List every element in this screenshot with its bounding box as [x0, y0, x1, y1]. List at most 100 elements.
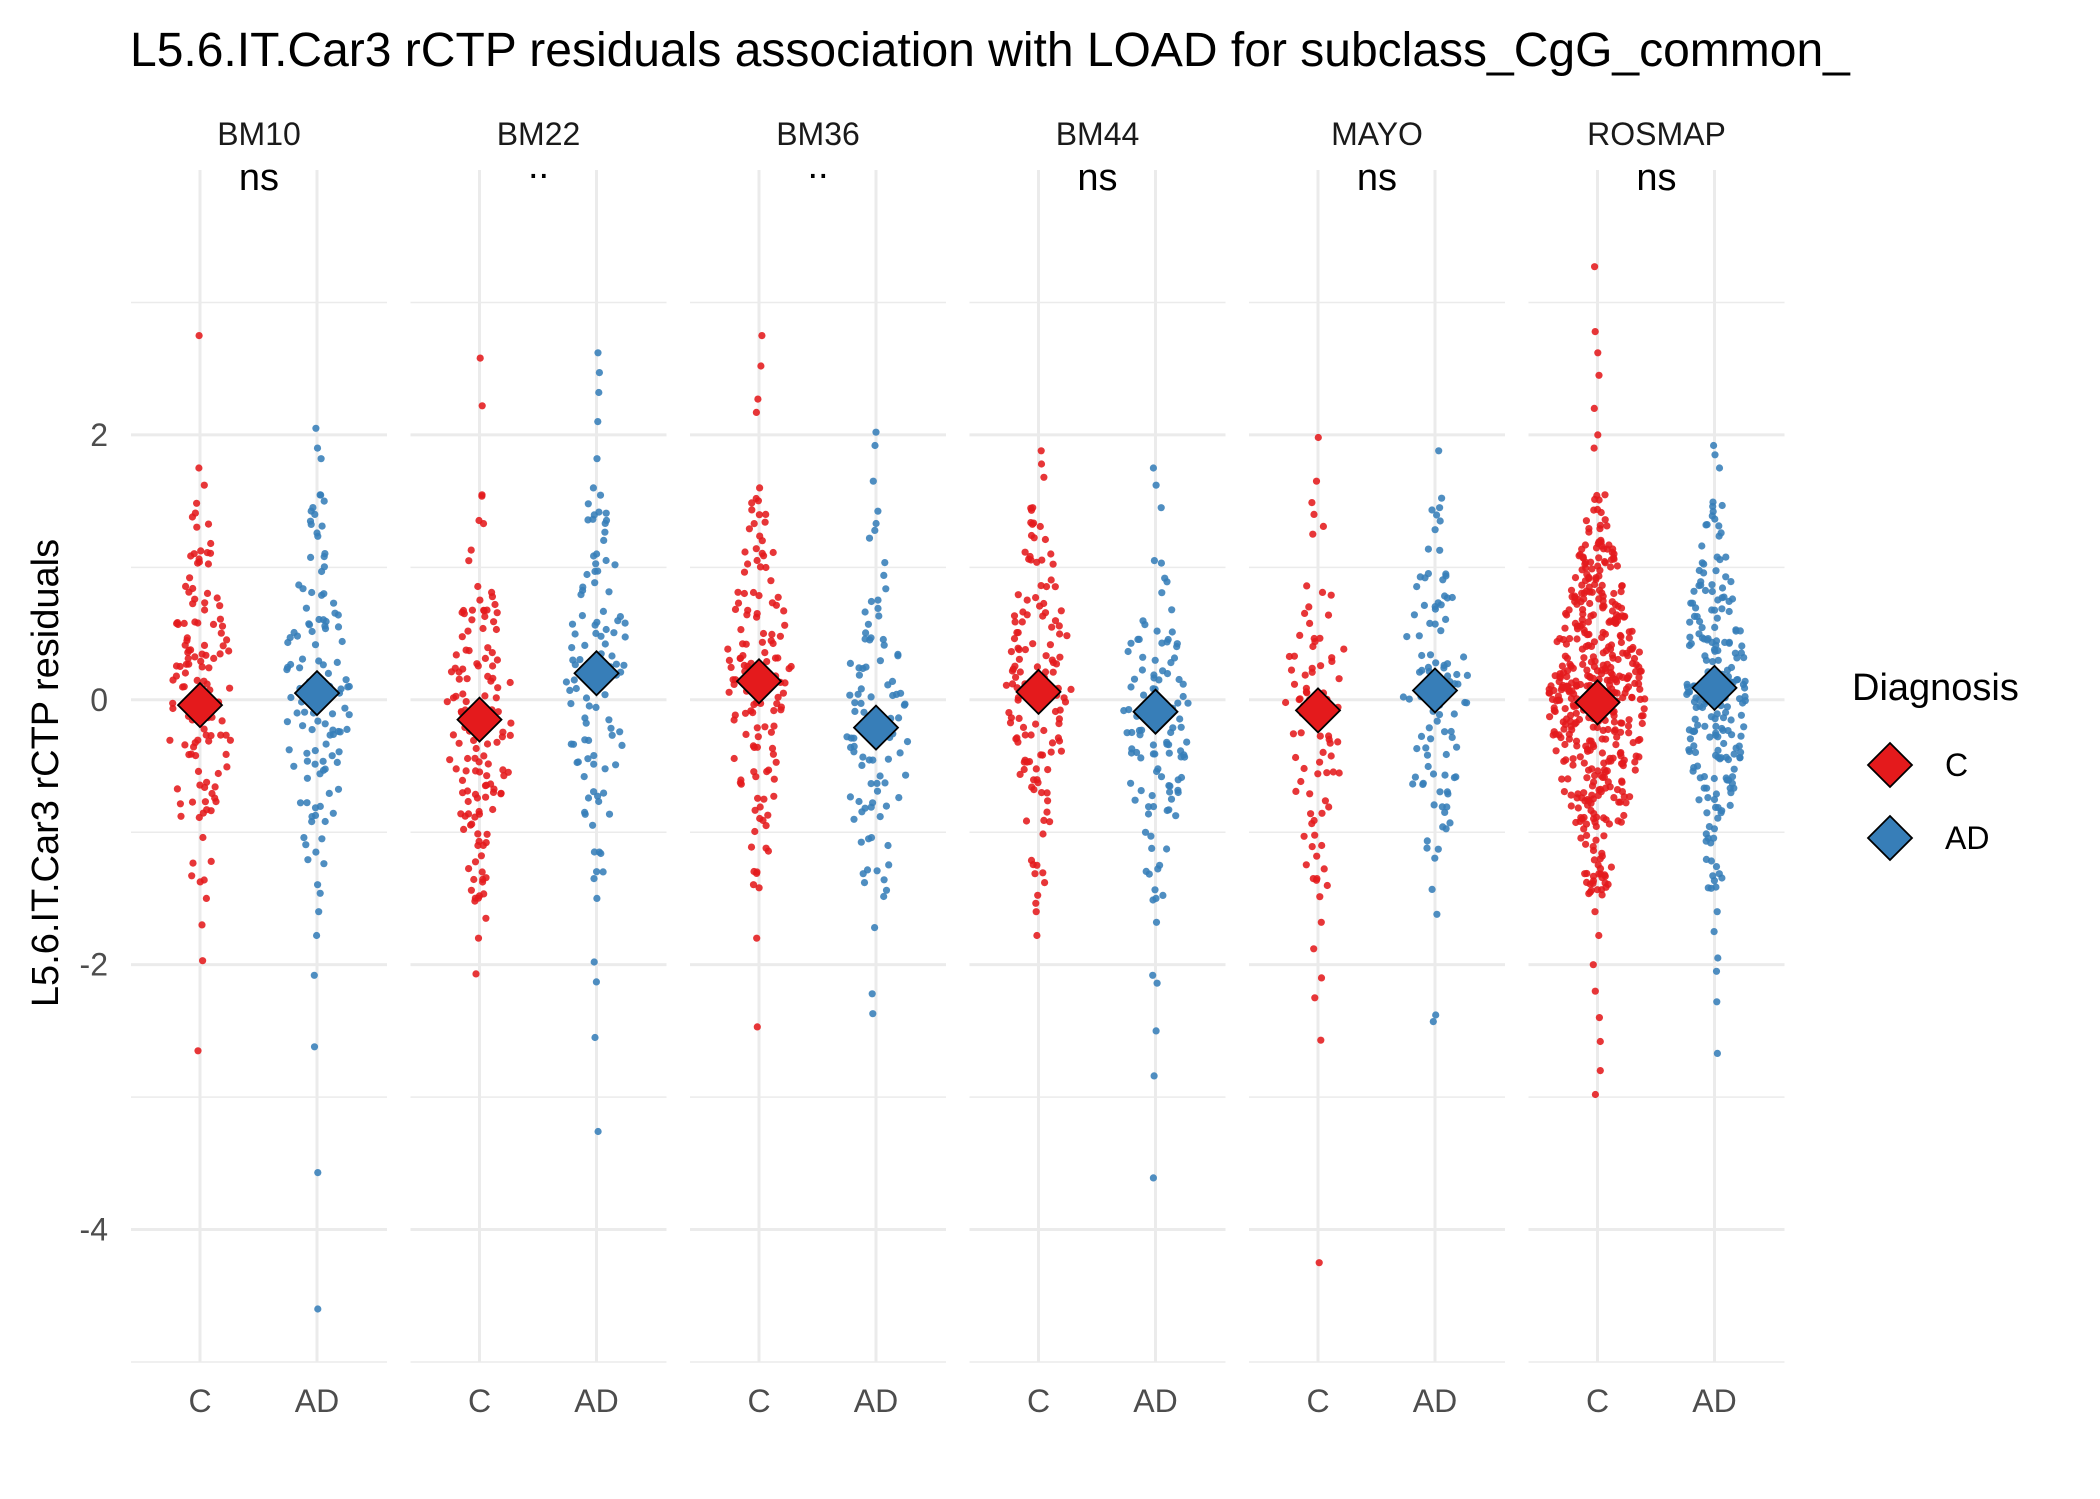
- data-point: [858, 808, 866, 816]
- data-point: [1620, 811, 1628, 820]
- data-point: [1056, 706, 1064, 714]
- data-point: [874, 604, 882, 613]
- mean-marker: [1411, 667, 1459, 714]
- data-point: [744, 560, 752, 568]
- data-point: [468, 616, 476, 624]
- data-point: [481, 612, 489, 621]
- data-point: [873, 867, 881, 875]
- data-point: [1725, 638, 1733, 646]
- data-point: [303, 774, 311, 782]
- data-point: [499, 766, 507, 774]
- data-point: [753, 556, 761, 565]
- data-point: [1724, 756, 1732, 764]
- data-point: [169, 699, 177, 707]
- data-point: [739, 640, 747, 648]
- data-point: [1177, 723, 1185, 731]
- data-point: [492, 625, 500, 634]
- legend-title: Diagnosis: [1852, 667, 2019, 709]
- data-point: [1698, 542, 1706, 550]
- data-point: [1149, 971, 1157, 979]
- data-point: [1034, 891, 1042, 899]
- data-point: [1604, 725, 1612, 734]
- data-point: [1598, 874, 1606, 882]
- data-point: [1303, 689, 1311, 697]
- data-point: [1300, 832, 1308, 840]
- data-point: [1151, 886, 1159, 894]
- data-point: [1141, 828, 1150, 836]
- data-point: [1019, 723, 1028, 732]
- data-point: [867, 780, 875, 788]
- data-point: [1717, 529, 1725, 537]
- data-point: [1579, 610, 1587, 618]
- data-point: [1691, 715, 1699, 723]
- data-point: [768, 744, 777, 753]
- data-point: [896, 749, 904, 757]
- data-point: [1046, 818, 1054, 826]
- data-point: [1144, 810, 1153, 818]
- data-point: [315, 908, 323, 916]
- data-point: [894, 652, 902, 660]
- data-point: [881, 559, 889, 567]
- data-point: [1149, 741, 1157, 749]
- data-point: [597, 632, 605, 640]
- data-point: [1590, 404, 1598, 412]
- data-point: [1586, 673, 1594, 682]
- data-point: [321, 817, 329, 826]
- data-point: [850, 748, 858, 756]
- data-point: [596, 491, 605, 499]
- data-point: [476, 596, 484, 604]
- data-point: [876, 813, 884, 821]
- data-point: [859, 664, 867, 673]
- mean-marker: [176, 681, 224, 729]
- data-point: [191, 653, 199, 661]
- data-point: [574, 758, 582, 766]
- data-point: [488, 649, 496, 657]
- data-point: [874, 596, 882, 604]
- data-point: [471, 897, 479, 905]
- data-point: [1730, 750, 1738, 758]
- data-point: [1708, 606, 1716, 614]
- data-point: [1028, 783, 1036, 791]
- data-point: [1152, 481, 1160, 489]
- data-point: [566, 686, 574, 695]
- data-point: [1314, 770, 1322, 778]
- data-point: [1174, 788, 1182, 797]
- data-point: [1582, 517, 1590, 525]
- data-point: [507, 719, 515, 727]
- data-point: [1148, 844, 1156, 853]
- data-point: [1722, 573, 1730, 581]
- data-point: [1710, 774, 1718, 783]
- data-point: [193, 499, 201, 507]
- data-point: [1603, 522, 1611, 530]
- data-point: [197, 657, 205, 665]
- data-point: [1695, 566, 1703, 575]
- data-point: [612, 761, 620, 769]
- data-point: [1560, 788, 1568, 796]
- data-point: [504, 768, 512, 776]
- data-point: [734, 599, 743, 607]
- mean-marker: [735, 657, 783, 705]
- data-point: [618, 741, 626, 750]
- data-point: [1413, 745, 1421, 753]
- data-point: [1583, 878, 1591, 887]
- data-point: [1431, 620, 1439, 628]
- data-point: [590, 752, 598, 760]
- data-point: [862, 629, 870, 637]
- data-point: [1713, 998, 1721, 1006]
- significance-label: ..: [528, 145, 549, 187]
- data-point: [858, 761, 866, 770]
- data-point: [1442, 825, 1450, 833]
- data-point: [311, 510, 319, 518]
- data-point: [591, 1033, 599, 1042]
- data-point: [341, 704, 349, 712]
- data-point: [474, 830, 482, 838]
- mean-marker: [1132, 688, 1179, 735]
- data-point: [1578, 566, 1586, 574]
- data-point: [1044, 766, 1052, 774]
- data-point: [864, 620, 873, 628]
- data-point: [1431, 854, 1439, 862]
- data-point: [754, 733, 762, 741]
- data-point: [1619, 649, 1627, 657]
- data-point: [1599, 604, 1607, 612]
